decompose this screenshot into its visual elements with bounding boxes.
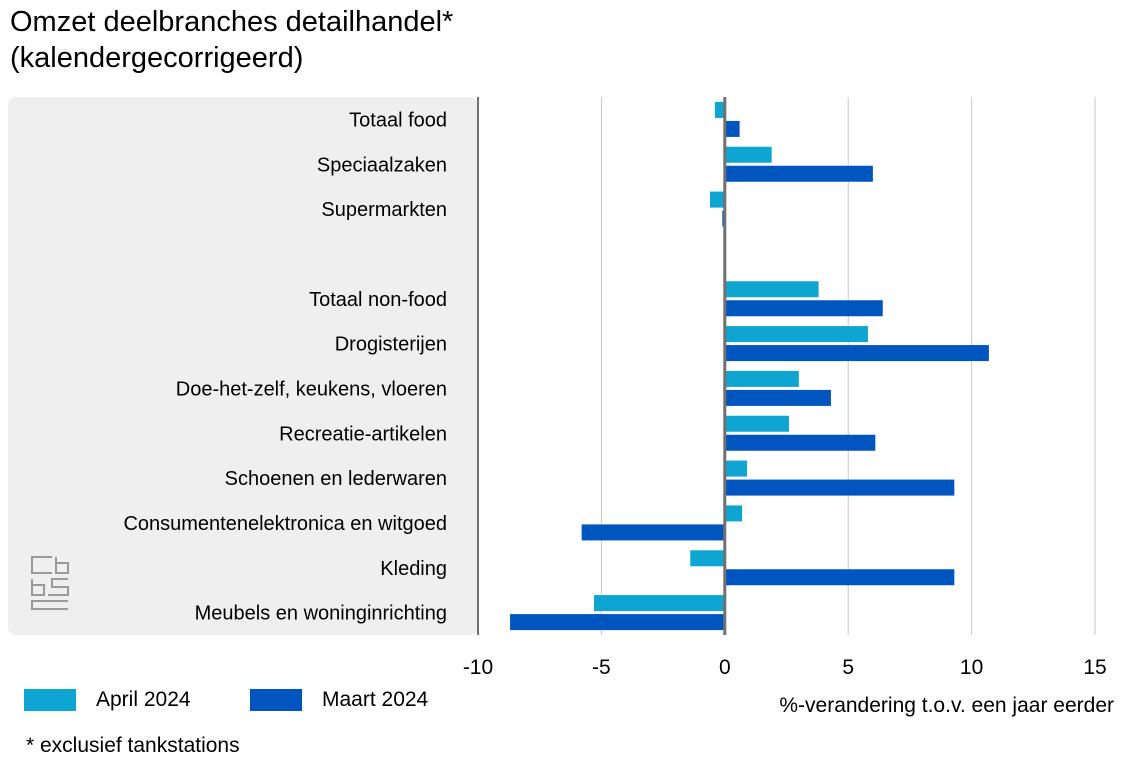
chart-title: Omzet deelbranches detailhandel* (kalend… [10,4,910,76]
x-tick-label: 5 [842,656,854,679]
legend-swatch-maart [250,689,302,711]
bar-maart [724,569,955,586]
category-label: Kleding [380,558,447,580]
category-label: Totaal non-food [309,289,447,311]
x-tick-label: -10 [463,656,493,679]
legend-item-april: April 2024 [24,688,191,712]
bar-april [724,460,748,477]
bar-april [714,101,725,118]
legend-label-maart: Maart 2024 [322,688,429,711]
category-label: Schoenen en lederwaren [225,468,447,490]
bar-maart [724,120,740,137]
x-tick-label: 15 [1083,656,1106,679]
cbs-logo-icon [31,556,69,610]
bar-april [724,415,789,432]
chart-title-line1: Omzet deelbranches detailhandel* [10,6,454,38]
category-label: Totaal food [349,109,447,131]
category-label: Recreatie-artikelen [279,423,447,445]
category-panel [8,97,478,635]
category-labels: Totaal food Speciaalzaken Supermarkten Tota… [123,109,447,624]
category-label: Doe-het-zelf, keukens, vloeren [176,378,447,400]
bar-maart [581,524,725,541]
bars [510,97,989,635]
bar-april [709,191,725,208]
bar-maart [724,434,876,451]
category-label: Drogisterijen [335,334,447,356]
category-label: Consumentenelektronica en witgoed [123,513,447,535]
x-tick-label: 10 [960,656,983,679]
bar-april [724,370,799,387]
bar-april [724,281,819,298]
bar-maart [724,300,883,317]
chart-title-line2: (kalendergecorrigeerd) [10,42,304,74]
bar-april [724,146,772,163]
x-tick-label: -5 [592,656,611,679]
category-label: Supermarkten [321,199,447,221]
footnote: * exclusief tankstations [26,734,240,757]
legend-swatch-april [24,689,76,711]
bar-april [724,326,868,343]
gridlines [477,97,1096,635]
bar-maart [510,614,725,631]
bar-maart [724,165,873,182]
bar-chart: Totaal food Speciaalzaken Supermarkten Tota… [8,97,1107,679]
bar-maart [724,479,955,496]
x-tick-label: 0 [719,656,731,679]
legend-item-maart: Maart 2024 [250,688,428,712]
bar-april [593,595,725,612]
category-label: Speciaalzaken [317,154,447,176]
x-axis-label: %-verandering t.o.v. een jaar eerder [779,694,1114,717]
bar-april [724,505,743,522]
bar-maart [724,345,989,362]
category-label: Meubels en woninginrichting [195,603,447,625]
legend-label-april: April 2024 [96,688,191,711]
bar-april [690,550,725,567]
x-tick-labels: -10 -5 0 5 10 15 [463,656,1107,679]
bar-maart [724,389,831,406]
